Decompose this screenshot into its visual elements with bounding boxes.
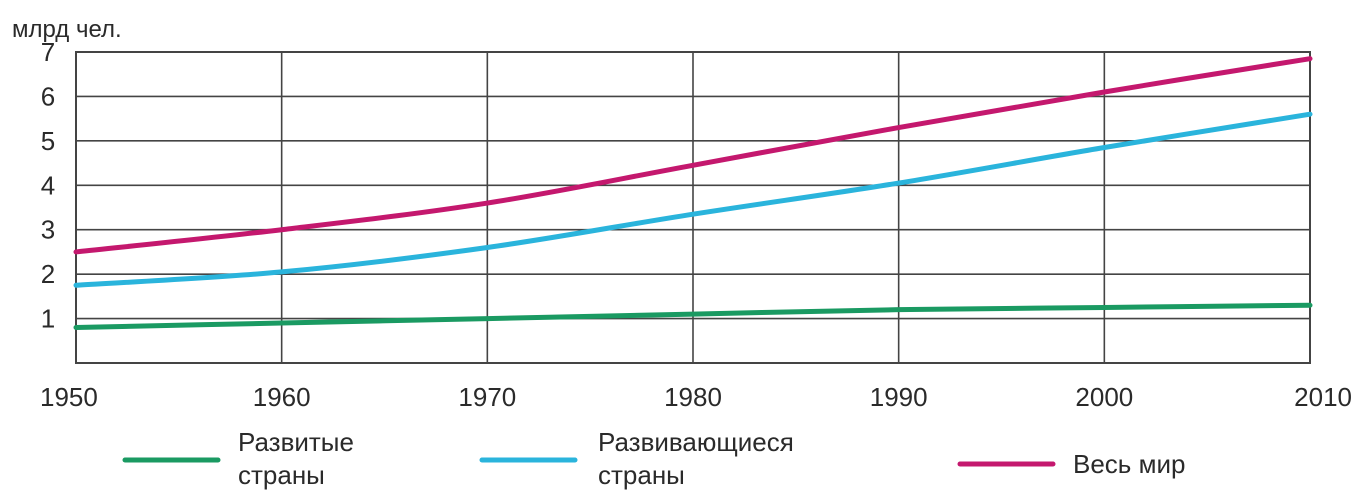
chart-grid [75,51,1311,364]
x-tick-label: 1950 [40,382,98,412]
x-tick-label: 2000 [1075,382,1133,412]
x-tick-label: 1990 [870,382,928,412]
legend-label-1: страны [598,460,685,490]
legend-label-0: Развитые [238,427,354,457]
x-tick-label: 1980 [664,382,722,412]
series-line-2 [73,56,1313,255]
series-lines [73,56,1313,330]
x-tick-label: 1970 [458,382,516,412]
y-tick-label: 4 [41,170,55,200]
series-line-1 [73,111,1313,288]
y-tick-label: 2 [41,259,55,289]
y-tick-label: 3 [41,215,55,245]
legend-label-1: Развивающиеся [598,427,794,457]
legend-label-0: страны [238,460,325,490]
x-tick-label: 2010 [1294,382,1352,412]
y-tick-label: 1 [41,304,55,334]
y-tick-label: 6 [41,81,55,111]
y-tick-label: 5 [41,126,55,156]
x-axis-ticks: 1950 1960 1970 1980 1990 2000 2010 [40,382,1352,412]
y-tick-label: 7 [41,37,55,67]
x-tick-label: 1960 [253,382,311,412]
y-axis-unit-label: млрд чел. [12,16,122,43]
series-line-0 [73,302,1313,330]
legend-label-2: Весь мир [1073,449,1185,479]
y-axis-ticks: 1 2 3 4 5 6 7 [41,37,55,334]
